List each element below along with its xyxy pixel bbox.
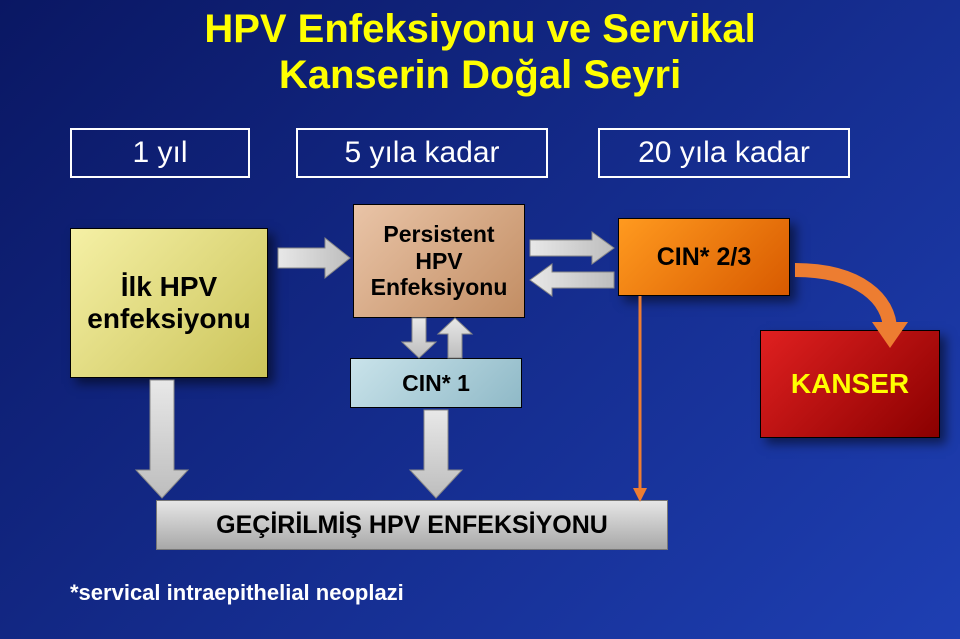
timeline-1yil: 1 yıl — [70, 128, 250, 178]
footnote: *servical intraepithelial neoplazi — [70, 580, 404, 606]
node-cin23-label: CIN* 2/3 — [657, 243, 751, 272]
title-line-2: Kanserin Doğal Seyri — [279, 53, 681, 97]
node-persistent-hpv: Persistent HPV Enfeksiyonu — [353, 204, 525, 318]
node-gecirilmis: GEÇİRİLMİŞ HPV ENFEKSİYONU — [156, 500, 668, 550]
node-kanser: KANSER — [760, 330, 940, 438]
timeline-5yil-label: 5 yıla kadar — [344, 136, 499, 169]
slide-title: HPV Enfeksiyonu ve Servikal Kanserin Doğ… — [0, 6, 960, 98]
timeline-1yil-label: 1 yıl — [132, 136, 187, 169]
node-cin1: CIN* 1 — [350, 358, 522, 408]
node-ilk-hpv-label: İlk HPV enfeksiyonu — [87, 271, 250, 335]
node-persistent-hpv-label: Persistent HPV Enfeksiyonu — [371, 221, 508, 300]
node-gecirilmis-label: GEÇİRİLMİŞ HPV ENFEKSİYONU — [216, 511, 608, 540]
node-ilk-hpv: İlk HPV enfeksiyonu — [70, 228, 268, 378]
node-cin1-label: CIN* 1 — [402, 370, 470, 396]
title-line-1: HPV Enfeksiyonu ve Servikal — [204, 7, 755, 51]
timeline-20yil-label: 20 yıla kadar — [638, 136, 810, 169]
timeline-5yil: 5 yıla kadar — [296, 128, 548, 178]
timeline-20yil: 20 yıla kadar — [598, 128, 850, 178]
node-cin23: CIN* 2/3 — [618, 218, 790, 296]
node-kanser-label: KANSER — [791, 368, 909, 400]
